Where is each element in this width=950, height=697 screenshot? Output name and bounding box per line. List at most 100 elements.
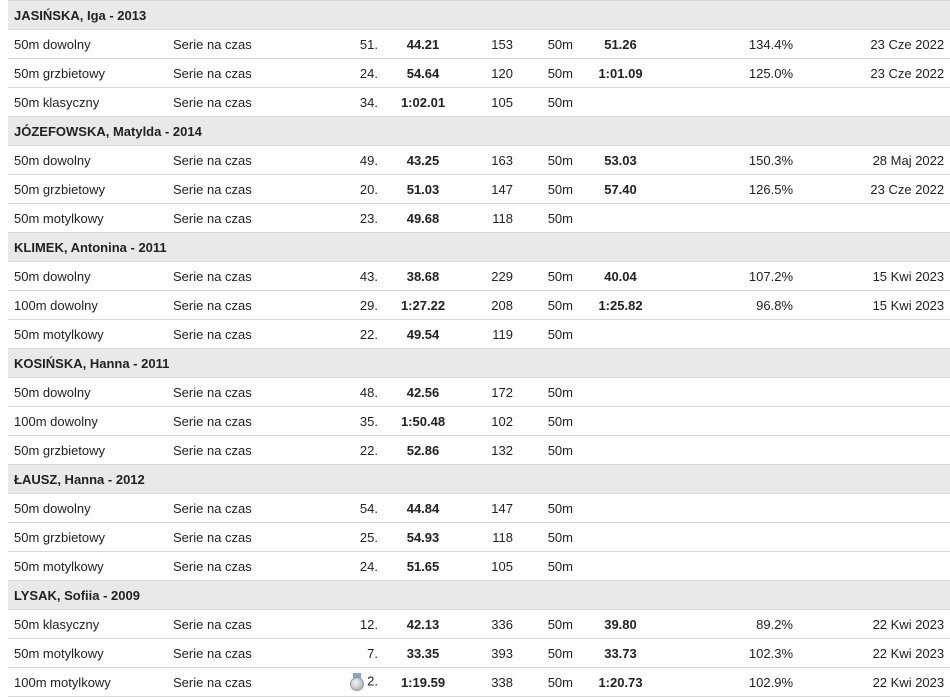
best-time-date-cell: 15 Kwi 2023 [793,290,950,320]
event-name: 100m dowolny [14,413,98,429]
place-cell: 43. [338,261,378,291]
best-time-cell: 39.80 [573,609,668,639]
pool-length-cell: 50m [513,174,573,204]
place: 23. [359,210,378,226]
round-name-cell: Serie na czas [173,493,338,523]
swimmer-name: LYSAK, Sofiia - 2009 [8,580,950,610]
round-name: Serie na czas [173,326,252,342]
event-name: 50m grzbietowy [14,529,106,545]
best-time-date-cell [793,377,950,407]
percentage-cell [668,522,793,552]
pool-length: 50m [547,36,573,52]
round-name: Serie na czas [173,152,252,168]
result-time: 1:50.48 [400,413,446,429]
best-time-date: 23 Cze 2022 [870,65,945,81]
pool-length: 50m [547,616,573,632]
event-name: 50m klasyczny [14,616,100,632]
place-cell: 22. [338,435,378,465]
result-time: 44.84 [406,500,440,516]
percentage-cell [668,493,793,523]
place-cell: 49. [338,145,378,175]
event-name: 50m dowolny [14,268,91,284]
result-time-cell: 52.86 [378,435,468,465]
best-time-date-cell [793,319,950,349]
place: 48. [359,384,378,400]
pool-length: 50m [547,500,573,516]
place-cell: 7. [338,638,378,668]
fina-points: 338 [491,674,513,690]
percentage-cell [668,319,793,349]
fina-points: 119 [492,326,513,342]
place: 35. [359,413,378,429]
event-name-cell: 50m grzbietowy [8,58,173,88]
round-name-cell: Serie na czas [173,87,338,117]
pool-length-cell: 50m [513,638,573,668]
round-name-cell: Serie na czas [173,435,338,465]
best-time-date: 15 Kwi 2023 [872,268,945,284]
event-name-cell: 50m grzbietowy [8,174,173,204]
percentage: 125.0% [748,65,793,81]
result-row: 50m motylkowy Serie na czas 7. 33.35 393 50m 3… [8,638,950,668]
place: 24. [359,65,378,81]
best-time: 51.26 [604,36,637,52]
place: 51. [359,36,378,52]
swimmer-name: ŁAUSZ, Hanna - 2012 [8,464,950,494]
fina-points: 163 [491,152,513,168]
fina-points-cell: 105 [468,87,513,117]
round-name-cell: Serie na czas [173,29,338,59]
event-name-cell: 50m dowolny [8,145,173,175]
swimmer-header-row: KOSIŃSKA, Hanna - 2011 [8,348,950,378]
best-time-date-cell [793,406,950,436]
result-time-cell: 42.56 [378,377,468,407]
best-time-date: 28 Maj 2022 [872,152,945,168]
percentage-cell: 107.2% [668,261,793,291]
pool-length-cell: 50m [513,377,573,407]
pool-length: 50m [547,645,573,661]
percentage: 150.3% [748,152,793,168]
event-name-cell: 50m klasyczny [8,609,173,639]
swimmer-header-row: LYSAK, Sofiia - 2009 [8,580,950,610]
best-time-date-cell [793,435,950,465]
pool-length-cell: 50m [513,493,573,523]
pool-length: 50m [547,529,573,545]
result-time-cell: 44.21 [378,29,468,59]
event-name: 50m motylkowy [14,210,104,226]
swimmer-name: JASIŃSKA, Iga - 2013 [8,0,950,30]
fina-points: 336 [491,616,513,632]
fina-points-cell: 105 [468,551,513,581]
best-time-date: 22 Kwi 2023 [872,674,945,690]
best-time-cell [573,522,668,552]
round-name-cell: Serie na czas [173,261,338,291]
event-name: 50m grzbietowy [14,181,106,197]
fina-points-cell: 119 [468,319,513,349]
percentage: 107.2% [748,268,793,284]
best-time-cell [573,87,668,117]
event-name-cell: 100m dowolny [8,406,173,436]
event-name: 50m dowolny [14,500,91,516]
result-row: 100m dowolny Serie na czas 29. 1:27.22 208 50… [8,290,950,320]
result-time-cell: 1:27.22 [378,290,468,320]
percentage: 96.8% [756,297,793,313]
fina-points-cell: 118 [468,522,513,552]
round-name-cell: Serie na czas [173,551,338,581]
place-cell: 22. [338,319,378,349]
results-body: JASIŃSKA, Iga - 2013 50m dowolny Serie na … [8,0,950,697]
result-time-cell: 54.64 [378,58,468,88]
fina-points-cell: 229 [468,261,513,291]
best-time-cell [573,377,668,407]
percentage-cell: 126.5% [668,174,793,204]
event-name-cell: 50m grzbietowy [8,435,173,465]
round-name-cell: Serie na czas [173,174,338,204]
place-cell: 35. [338,406,378,436]
result-time-cell: 38.68 [378,261,468,291]
result-time: 54.93 [406,529,440,545]
fina-points: 172 [491,384,513,400]
fina-points-cell: 102 [468,406,513,436]
percentage: 134.4% [748,36,793,52]
round-name: Serie na czas [173,616,252,632]
best-time-cell: 33.73 [573,638,668,668]
result-time-cell: 49.68 [378,203,468,233]
pool-length: 50m [547,558,573,574]
best-time-cell: 51.26 [573,29,668,59]
percentage-cell: 102.3% [668,638,793,668]
